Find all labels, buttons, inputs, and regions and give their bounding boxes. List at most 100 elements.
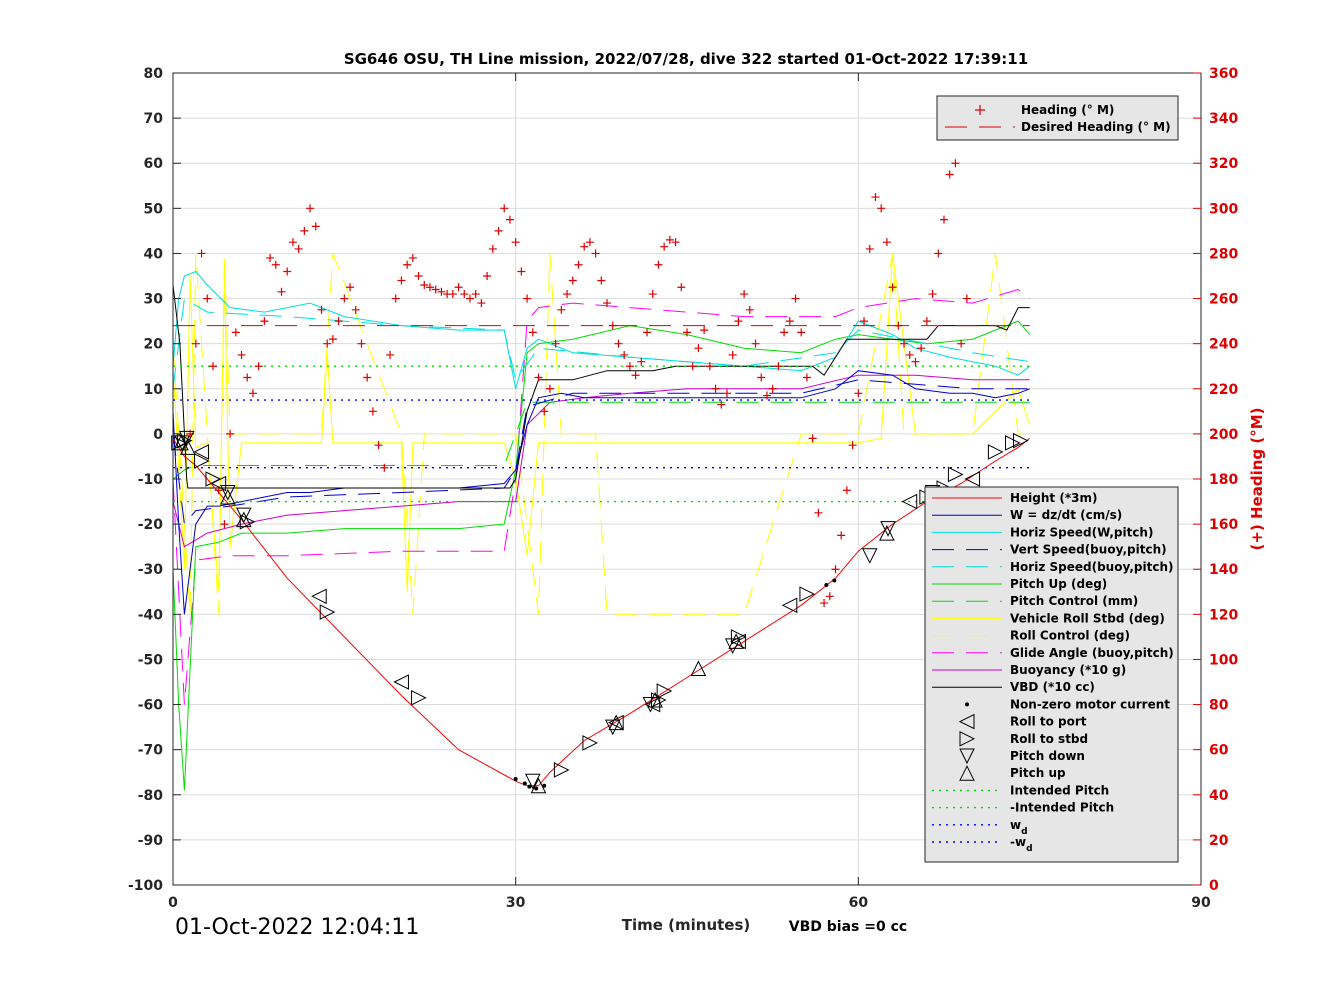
- heading-point: [808, 434, 817, 443]
- heading-point: [203, 294, 212, 303]
- heading-point: [728, 350, 737, 359]
- series-layer: [172, 253, 1031, 791]
- y-right-tick-label: 320: [1209, 156, 1238, 172]
- heading-point: [545, 384, 554, 393]
- heading-point: [905, 350, 914, 359]
- pitch-up-marker: [180, 439, 196, 455]
- heading-point: [386, 350, 395, 359]
- y-left-tick-label: 50: [144, 201, 164, 217]
- y-right-tick-label: 360: [1209, 66, 1238, 82]
- heading-point: [705, 362, 714, 371]
- heading-point: [940, 215, 948, 224]
- y-right-tick-label: 340: [1209, 111, 1238, 127]
- roll-to-port-marker: [608, 714, 624, 731]
- heading-point: [660, 242, 669, 251]
- heading-point: [722, 389, 731, 398]
- heading-point: [911, 357, 920, 366]
- legend-top-label: Desired Heading (° M): [1021, 120, 1171, 134]
- heading-point: [214, 486, 223, 495]
- roll-to-stbd-marker: [205, 471, 222, 487]
- heading-point: [780, 328, 789, 337]
- y-left-tick-label: 60: [144, 156, 164, 172]
- heading-point: [643, 328, 652, 337]
- heading-point: [665, 235, 674, 244]
- heading-point: [654, 260, 663, 269]
- series-line-w-dz-dt-cm-s: [172, 370, 1030, 615]
- legend-main-label: Intended Pitch: [1010, 783, 1109, 797]
- roll-to-port-marker: [311, 588, 327, 605]
- heading-point: [460, 290, 469, 299]
- pitch-down-marker: [880, 521, 896, 537]
- title-group: SG646 OSU, TH Line mission, 2022/07/28, …: [344, 50, 1028, 68]
- heading-point: [614, 339, 623, 348]
- heading-point: [945, 170, 954, 179]
- y-right-tick-label: 100: [1209, 652, 1238, 668]
- pitch-down-marker: [524, 773, 541, 790]
- y-right-tick-label: 40: [1209, 788, 1229, 804]
- heading-point: [351, 305, 360, 314]
- x-tick-label: 0: [168, 895, 178, 911]
- roll-to-port-marker: [964, 471, 981, 487]
- y-right-tick-label: 160: [1209, 517, 1238, 533]
- heading-point: [260, 317, 269, 326]
- roll-to-port-marker: [781, 597, 798, 614]
- heading-point: [420, 281, 429, 290]
- pitch-up-marker: [879, 525, 895, 541]
- pitch-up-marker: [690, 660, 707, 676]
- heading-point: [266, 253, 275, 262]
- y-left-tick-label: -80: [138, 788, 164, 804]
- x-axis-label: Time (minutes): [622, 916, 751, 934]
- heading-point: [426, 283, 434, 292]
- heading-point: [825, 592, 834, 601]
- roll-to-stbd-marker: [319, 604, 336, 620]
- heading-point: [585, 238, 594, 247]
- y-right-tick-label: 260: [1209, 292, 1238, 308]
- y-right-tick-label: 220: [1209, 382, 1238, 398]
- heading-point: [465, 294, 474, 303]
- heading-point: [363, 373, 372, 382]
- legend-main-label: Roll Control (deg): [1010, 629, 1130, 643]
- heading-point: [517, 267, 526, 276]
- pitch-down-marker: [642, 697, 659, 713]
- heading-point: [500, 204, 509, 213]
- heading-point: [374, 441, 383, 450]
- timestamp-label: 01-Oct-2022 12:04:11: [175, 915, 419, 940]
- heading-point: [877, 204, 886, 213]
- heading-point: [397, 276, 406, 285]
- heading-point: [323, 339, 332, 348]
- heading-point: [837, 531, 846, 540]
- heading-point: [785, 317, 794, 326]
- heading-point: [243, 373, 252, 382]
- vbd-bias-label: VBD bias =0 cc: [789, 919, 907, 935]
- heading-point: [882, 238, 891, 247]
- heading-point: [791, 294, 800, 303]
- heading-point: [357, 339, 366, 348]
- y-right-tick-label: 60: [1209, 743, 1229, 759]
- nonzero-motor-current-dot: [824, 583, 829, 588]
- heading-point: [608, 321, 617, 330]
- heading-point: [334, 317, 343, 326]
- heading-point: [603, 299, 612, 308]
- heading-point: [820, 599, 829, 608]
- legend-main-label: Roll to port: [1010, 715, 1087, 729]
- nonzero-motor-current-dot: [832, 578, 837, 583]
- heading-point: [494, 226, 503, 235]
- y-left-tick-label: -60: [138, 698, 164, 714]
- heading-markers: [186, 159, 971, 608]
- legend-main-label: Pitch Control (mm): [1010, 594, 1138, 608]
- heading-point: [231, 328, 240, 337]
- y-right-tick-label: 140: [1209, 562, 1238, 578]
- x-tick-label: 60: [849, 895, 869, 911]
- pitch-up-marker: [647, 691, 663, 708]
- heading-point: [631, 371, 640, 380]
- pitch-up-marker: [728, 633, 744, 649]
- heading-point: [317, 305, 326, 314]
- heading-point: [831, 565, 840, 574]
- heading-point: [900, 339, 909, 348]
- legend-main-sample: [965, 702, 969, 707]
- nonzero-motor-current-dot: [542, 783, 547, 788]
- legend-main-label: Buoyancy (*10 g): [1010, 663, 1126, 677]
- heading-point: [922, 317, 931, 326]
- heading-point: [717, 400, 726, 409]
